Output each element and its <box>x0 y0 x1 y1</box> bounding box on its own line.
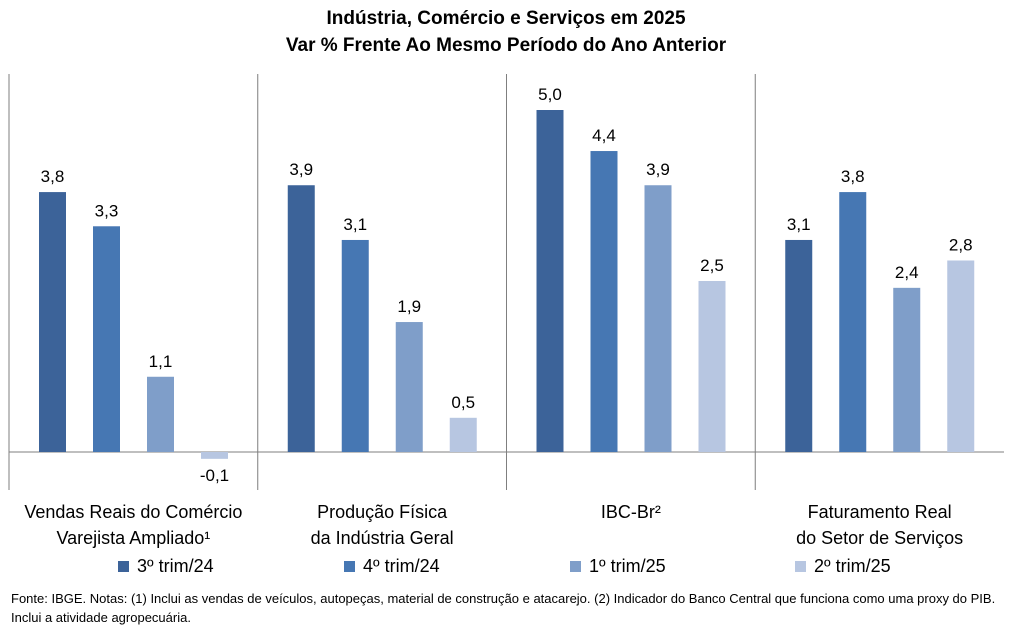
category-label: IBC-Br² <box>601 502 661 522</box>
data-label: 4,4 <box>592 126 616 145</box>
data-label: 1,1 <box>149 352 173 371</box>
bar <box>698 281 726 452</box>
data-label: 3,8 <box>841 167 865 186</box>
bar <box>785 239 813 452</box>
bar <box>839 192 867 452</box>
legend-swatch <box>344 561 355 572</box>
category-label: Varejista Ampliado¹ <box>57 528 211 548</box>
bar <box>947 260 975 452</box>
bar <box>93 226 120 452</box>
data-label: 3,9 <box>646 160 670 179</box>
chart-title: Indústria, Comércio e Serviços em 2025 <box>326 8 686 29</box>
bar <box>341 239 369 452</box>
category-label: Produção Física <box>317 502 448 522</box>
data-label: 2,5 <box>700 256 724 275</box>
bar <box>287 185 315 453</box>
category-label: do Setor de Serviços <box>796 528 963 548</box>
bar <box>147 376 174 452</box>
data-label: 3,9 <box>289 160 313 179</box>
data-label: 3,8 <box>41 167 65 186</box>
legend-item: 1º trim/25 <box>570 556 666 577</box>
legend: 3º trim/24 4º trim/24 1º trim/25 2º trim/25 <box>0 556 1012 580</box>
category-label: Vendas Reais do Comércio <box>24 502 242 522</box>
legend-item: 4º trim/24 <box>344 556 440 577</box>
bar <box>536 110 564 452</box>
legend-label: 3º trim/24 <box>137 556 214 576</box>
legend-label: 2º trim/25 <box>814 556 891 576</box>
legend-swatch <box>118 561 129 572</box>
chart-subtitle: Var % Frente Ao Mesmo Período do Ano Ant… <box>285 35 727 56</box>
bar <box>590 151 618 453</box>
footnote: Fonte: IBGE. Notas: (1) Inclui as vendas… <box>11 591 996 625</box>
legend-swatch <box>570 561 581 572</box>
data-label: 1,9 <box>397 297 421 316</box>
legend-swatch <box>795 561 806 572</box>
bar <box>39 192 66 452</box>
bar <box>644 185 672 453</box>
data-label: 3,1 <box>343 215 367 234</box>
legend-label: 4º trim/24 <box>363 556 440 576</box>
data-label: 3,1 <box>787 215 811 234</box>
bar <box>449 417 477 452</box>
category-label: Faturamento Real <box>808 502 952 522</box>
data-label: -0,1 <box>200 466 229 485</box>
data-label: 2,8 <box>949 235 973 254</box>
data-label: 5,0 <box>538 85 562 104</box>
bar <box>893 287 921 452</box>
legend-item: 3º trim/24 <box>118 556 214 577</box>
category-label: da Indústria Geral <box>311 528 454 548</box>
data-label: 3,3 <box>95 201 119 220</box>
bar-chart: 3,8 3,3 1,1 -0,1 Vendas Reais do Comércio Var… <box>8 74 1004 548</box>
bar <box>201 452 228 459</box>
data-label: 0,5 <box>451 393 475 412</box>
data-label: 2,4 <box>895 263 919 282</box>
bar <box>395 322 423 452</box>
legend-item: 2º trim/25 <box>795 556 891 577</box>
legend-label: 1º trim/25 <box>589 556 666 576</box>
